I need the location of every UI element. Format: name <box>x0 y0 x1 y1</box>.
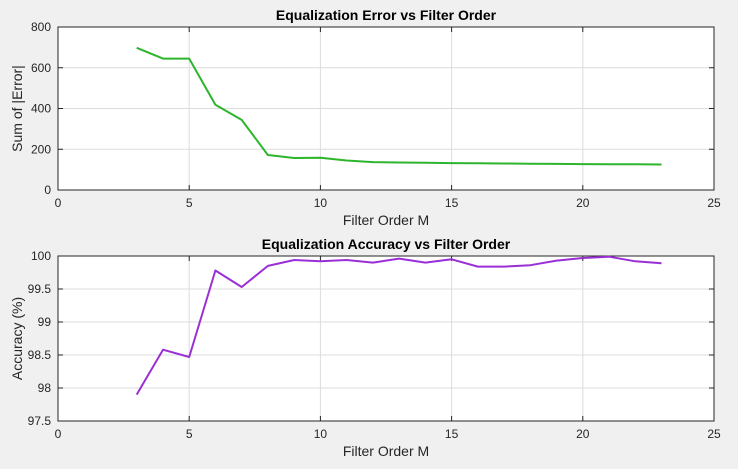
x-tick-label: 0 <box>55 427 62 441</box>
x-tick-label: 5 <box>186 196 193 210</box>
series-line <box>136 46 662 166</box>
chart-title: Equalization Accuracy vs Filter Order <box>262 236 511 252</box>
y-tick-label: 100 <box>31 249 51 263</box>
y-tick-label: 0 <box>44 183 51 197</box>
axes-box <box>57 255 715 422</box>
y-tick-label: 98 <box>38 381 52 395</box>
x-tick-label: 25 <box>707 427 721 441</box>
y-tick-label: 400 <box>31 102 51 116</box>
x-tick-label: 15 <box>445 196 459 210</box>
plot-area <box>58 256 714 421</box>
x-tick-label: 20 <box>576 427 590 441</box>
y-axis-label: Accuracy (%) <box>9 297 25 380</box>
x-tick-label: 10 <box>314 427 328 441</box>
x-tick-label: 25 <box>707 196 721 210</box>
x-axis-label: Filter Order M <box>343 212 429 228</box>
x-tick-label: 5 <box>186 427 193 441</box>
x-tick-label: 15 <box>445 427 459 441</box>
x-axis-label: Filter Order M <box>343 443 429 459</box>
error-chart: 0 5 10 15 20 25 0 200 400 600 800 Equalization Erro… <box>9 7 721 228</box>
y-tick-label: 600 <box>31 61 51 75</box>
y-tick-label: 800 <box>31 20 51 34</box>
y-tick-label: 97.5 <box>28 414 52 428</box>
y-tick-label: 200 <box>31 142 51 156</box>
x-tick-label: 20 <box>576 196 590 210</box>
series-line <box>135 255 662 396</box>
x-tick-label: 0 <box>55 196 62 210</box>
y-tick-label: 98.5 <box>28 348 52 362</box>
accuracy-chart: 0 5 10 15 20 25 97.5 98 98.5 99 99.5 100 Equalizatio… <box>9 236 721 459</box>
x-tick-label: 10 <box>314 196 328 210</box>
y-tick-label: 99.5 <box>28 282 52 296</box>
y-tick-label: 99 <box>38 315 52 329</box>
y-axis-label: Sum of |Error| <box>9 65 25 152</box>
chart-title: Equalization Error vs Filter Order <box>276 7 497 23</box>
